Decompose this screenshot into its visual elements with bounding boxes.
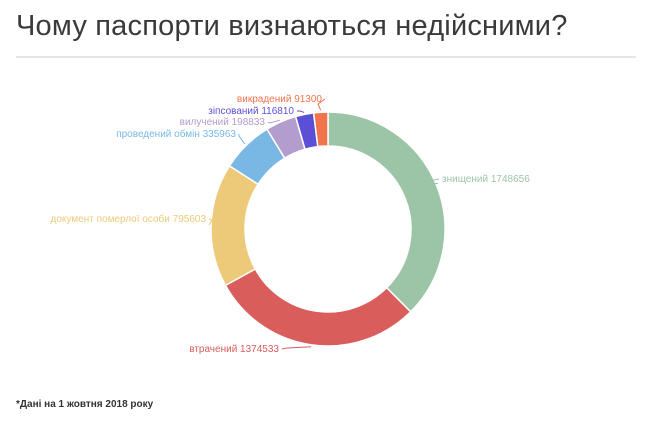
- slice-labels: знищений 1748656 втрачений 1374533 докумен…: [51, 94, 531, 355]
- slice-6: [312, 111, 329, 148]
- slice-1: [224, 267, 412, 347]
- donut-slices: [210, 111, 446, 347]
- leader-5: [297, 110, 305, 113]
- leader-2: [208, 218, 213, 226]
- page-title: Чому паспорти визнаються недійсними?: [16, 10, 568, 42]
- slice-label-4: вилучений 198833: [180, 117, 266, 128]
- label-leaders: [208, 98, 440, 350]
- leader-4: [267, 119, 281, 124]
- slice-label-5: зіпсований 116810: [208, 106, 294, 117]
- slice-0: [327, 111, 446, 313]
- leader-6: [317, 98, 326, 111]
- title-divider: [16, 56, 636, 58]
- slice-label-3: проведений обмін 335963: [116, 128, 236, 140]
- slice-label-2: документ померлої особи 795603: [51, 213, 207, 225]
- leader-1: [281, 346, 312, 350]
- slice-label-0: знищений 1748656: [442, 174, 530, 185]
- slice-label-6: викрадений 91300: [237, 94, 323, 105]
- leader-0: [414, 178, 440, 185]
- leader-3: [238, 134, 246, 145]
- footnote: *Дані на 1 жовтня 2018 року: [16, 399, 154, 410]
- slice-label-1: втрачений 1374533: [189, 344, 279, 355]
- slice-2: [210, 164, 260, 287]
